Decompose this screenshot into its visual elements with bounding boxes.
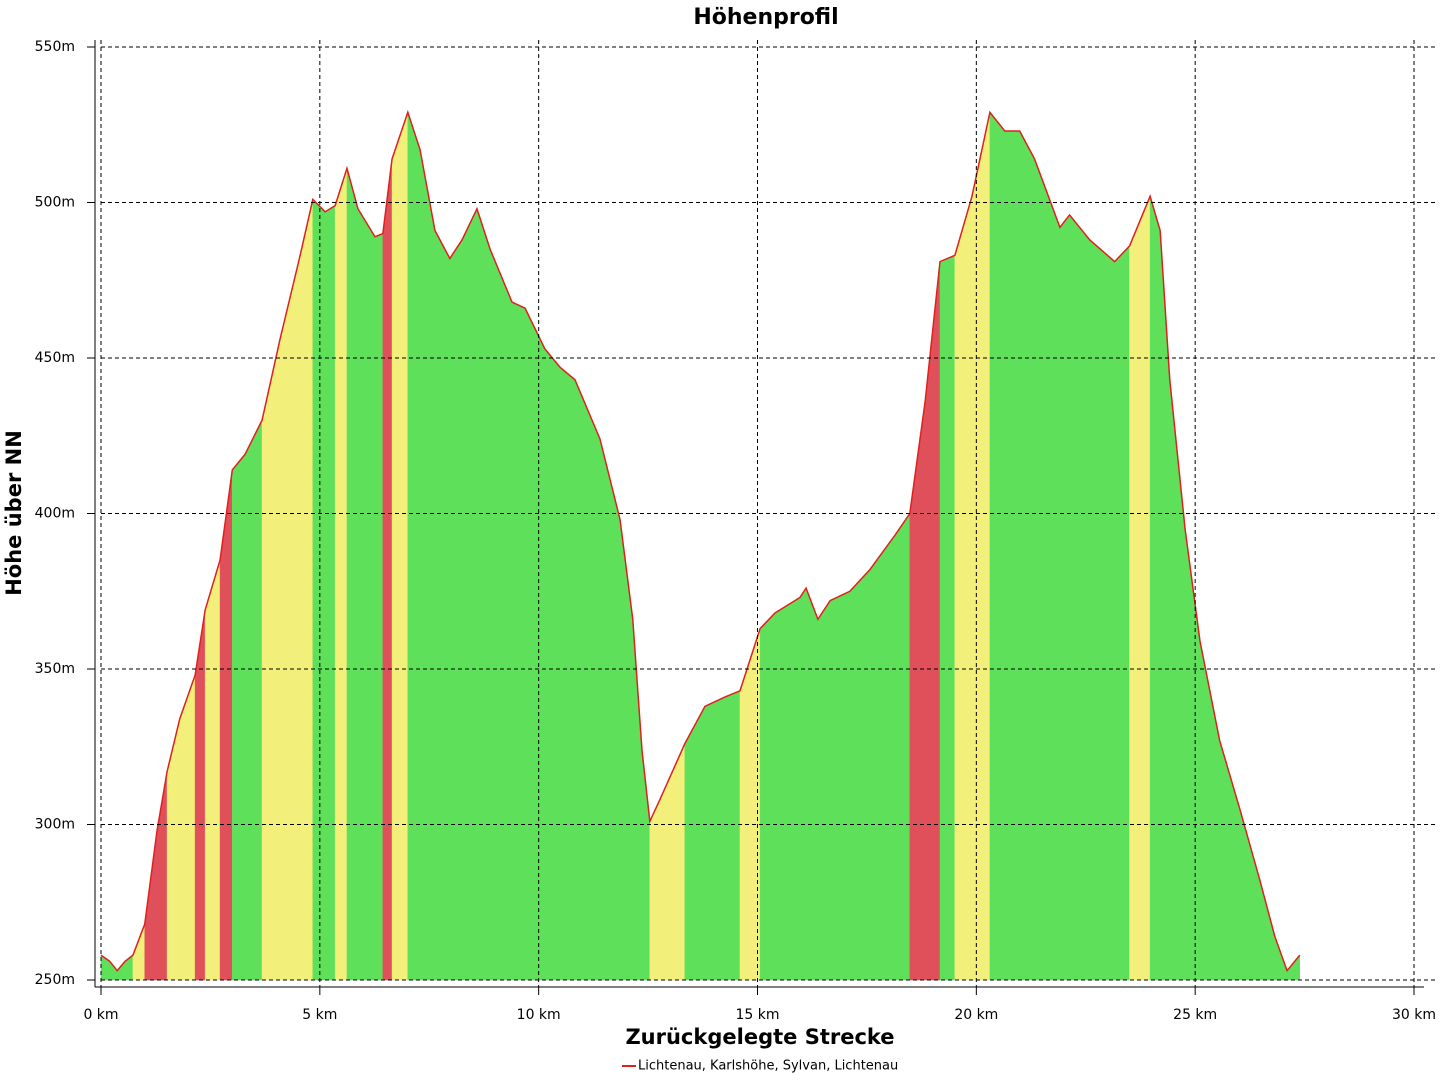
gradient-segment (261, 339, 281, 981)
x-tick-label: 10 km (517, 1007, 561, 1023)
gradient-segment (1114, 245, 1130, 981)
gradient-segment (774, 597, 801, 981)
gradient-segment (419, 149, 436, 981)
profile-line (100, 109, 1301, 973)
x-tick-label: 30 km (1392, 1007, 1436, 1023)
gradient-segment (279, 255, 301, 981)
y-tick-label: 500m (35, 195, 75, 211)
gradient-segment (954, 196, 973, 981)
gradient-segment (1129, 196, 1151, 981)
gradient-segment (1089, 239, 1115, 981)
gradient-segment (1034, 158, 1061, 981)
gradient-segment (476, 208, 491, 981)
x-tick-label: 0 km (83, 1007, 118, 1023)
gradient-segment (574, 379, 601, 981)
gradient-segment (382, 158, 393, 981)
gradient-segment (461, 208, 478, 981)
gradient-segment (704, 696, 726, 981)
gradient-segment (299, 199, 314, 981)
gradient-segment (759, 612, 776, 981)
gradient-segment (544, 347, 561, 981)
gradient-segment (805, 588, 819, 981)
gradient-segment (971, 112, 991, 981)
y-tick-label: 350m (35, 661, 75, 677)
gradient-segment (449, 238, 463, 981)
gradient-segment (434, 230, 451, 981)
gradient-segment (357, 207, 376, 981)
gradient-segment (649, 799, 661, 981)
gradient-segment (724, 690, 741, 981)
gradient-segment (374, 233, 384, 981)
gradient-segment (989, 111, 1006, 981)
gradient-segment (799, 587, 807, 981)
y-tick-label: 300m (35, 817, 75, 833)
gradient-segment (849, 568, 871, 981)
gradient-segment (244, 420, 263, 981)
gradient-segment (894, 512, 911, 981)
gradient-segment (599, 438, 621, 981)
gradient-segment (511, 301, 526, 981)
gradient-segment (1004, 130, 1020, 981)
y-tick-label: 400m (35, 506, 75, 522)
x-tick-label: 25 km (1173, 1007, 1217, 1023)
y-axis-title: Höhe über NN (2, 430, 26, 596)
gradient-segment (939, 254, 956, 981)
gradient-segment (1069, 214, 1090, 981)
x-tick-label: 15 km (735, 1007, 779, 1023)
y-tick-label: 550m (35, 39, 75, 55)
y-tick-label: 250m (35, 972, 75, 988)
y-tick-label: 450m (35, 350, 75, 366)
gradient-segment (324, 205, 336, 981)
gradient-segment (559, 366, 576, 981)
gradient-segment (1059, 214, 1070, 981)
gradient-segment (524, 308, 546, 981)
gradient-segment (334, 168, 348, 981)
gradient-segment (684, 706, 706, 981)
x-tick-label: 20 km (954, 1007, 998, 1023)
gradient-segment (232, 453, 246, 981)
gradient-segment (204, 560, 221, 981)
legend-label: Lichtenau, Karlshöhe, Sylvan, Lichtenau (638, 1059, 898, 1074)
gradient-segment (312, 198, 326, 981)
gradient-segment (407, 112, 421, 981)
x-tick-label: 5 km (302, 1007, 337, 1023)
gradient-segment (1019, 130, 1035, 981)
gradient-segment (179, 675, 196, 981)
gradient-segment (346, 168, 359, 981)
gradient-segment (829, 590, 851, 981)
x-axis-title: Zurückgelegte Strecke (625, 1025, 894, 1049)
gradient-segment (489, 249, 513, 981)
gradient-segment (817, 599, 831, 981)
gradient-segment (869, 534, 896, 981)
gradient-segment (391, 112, 409, 981)
gradient-segment (1149, 196, 1161, 981)
chart-title: Höhenprofil (693, 5, 838, 30)
